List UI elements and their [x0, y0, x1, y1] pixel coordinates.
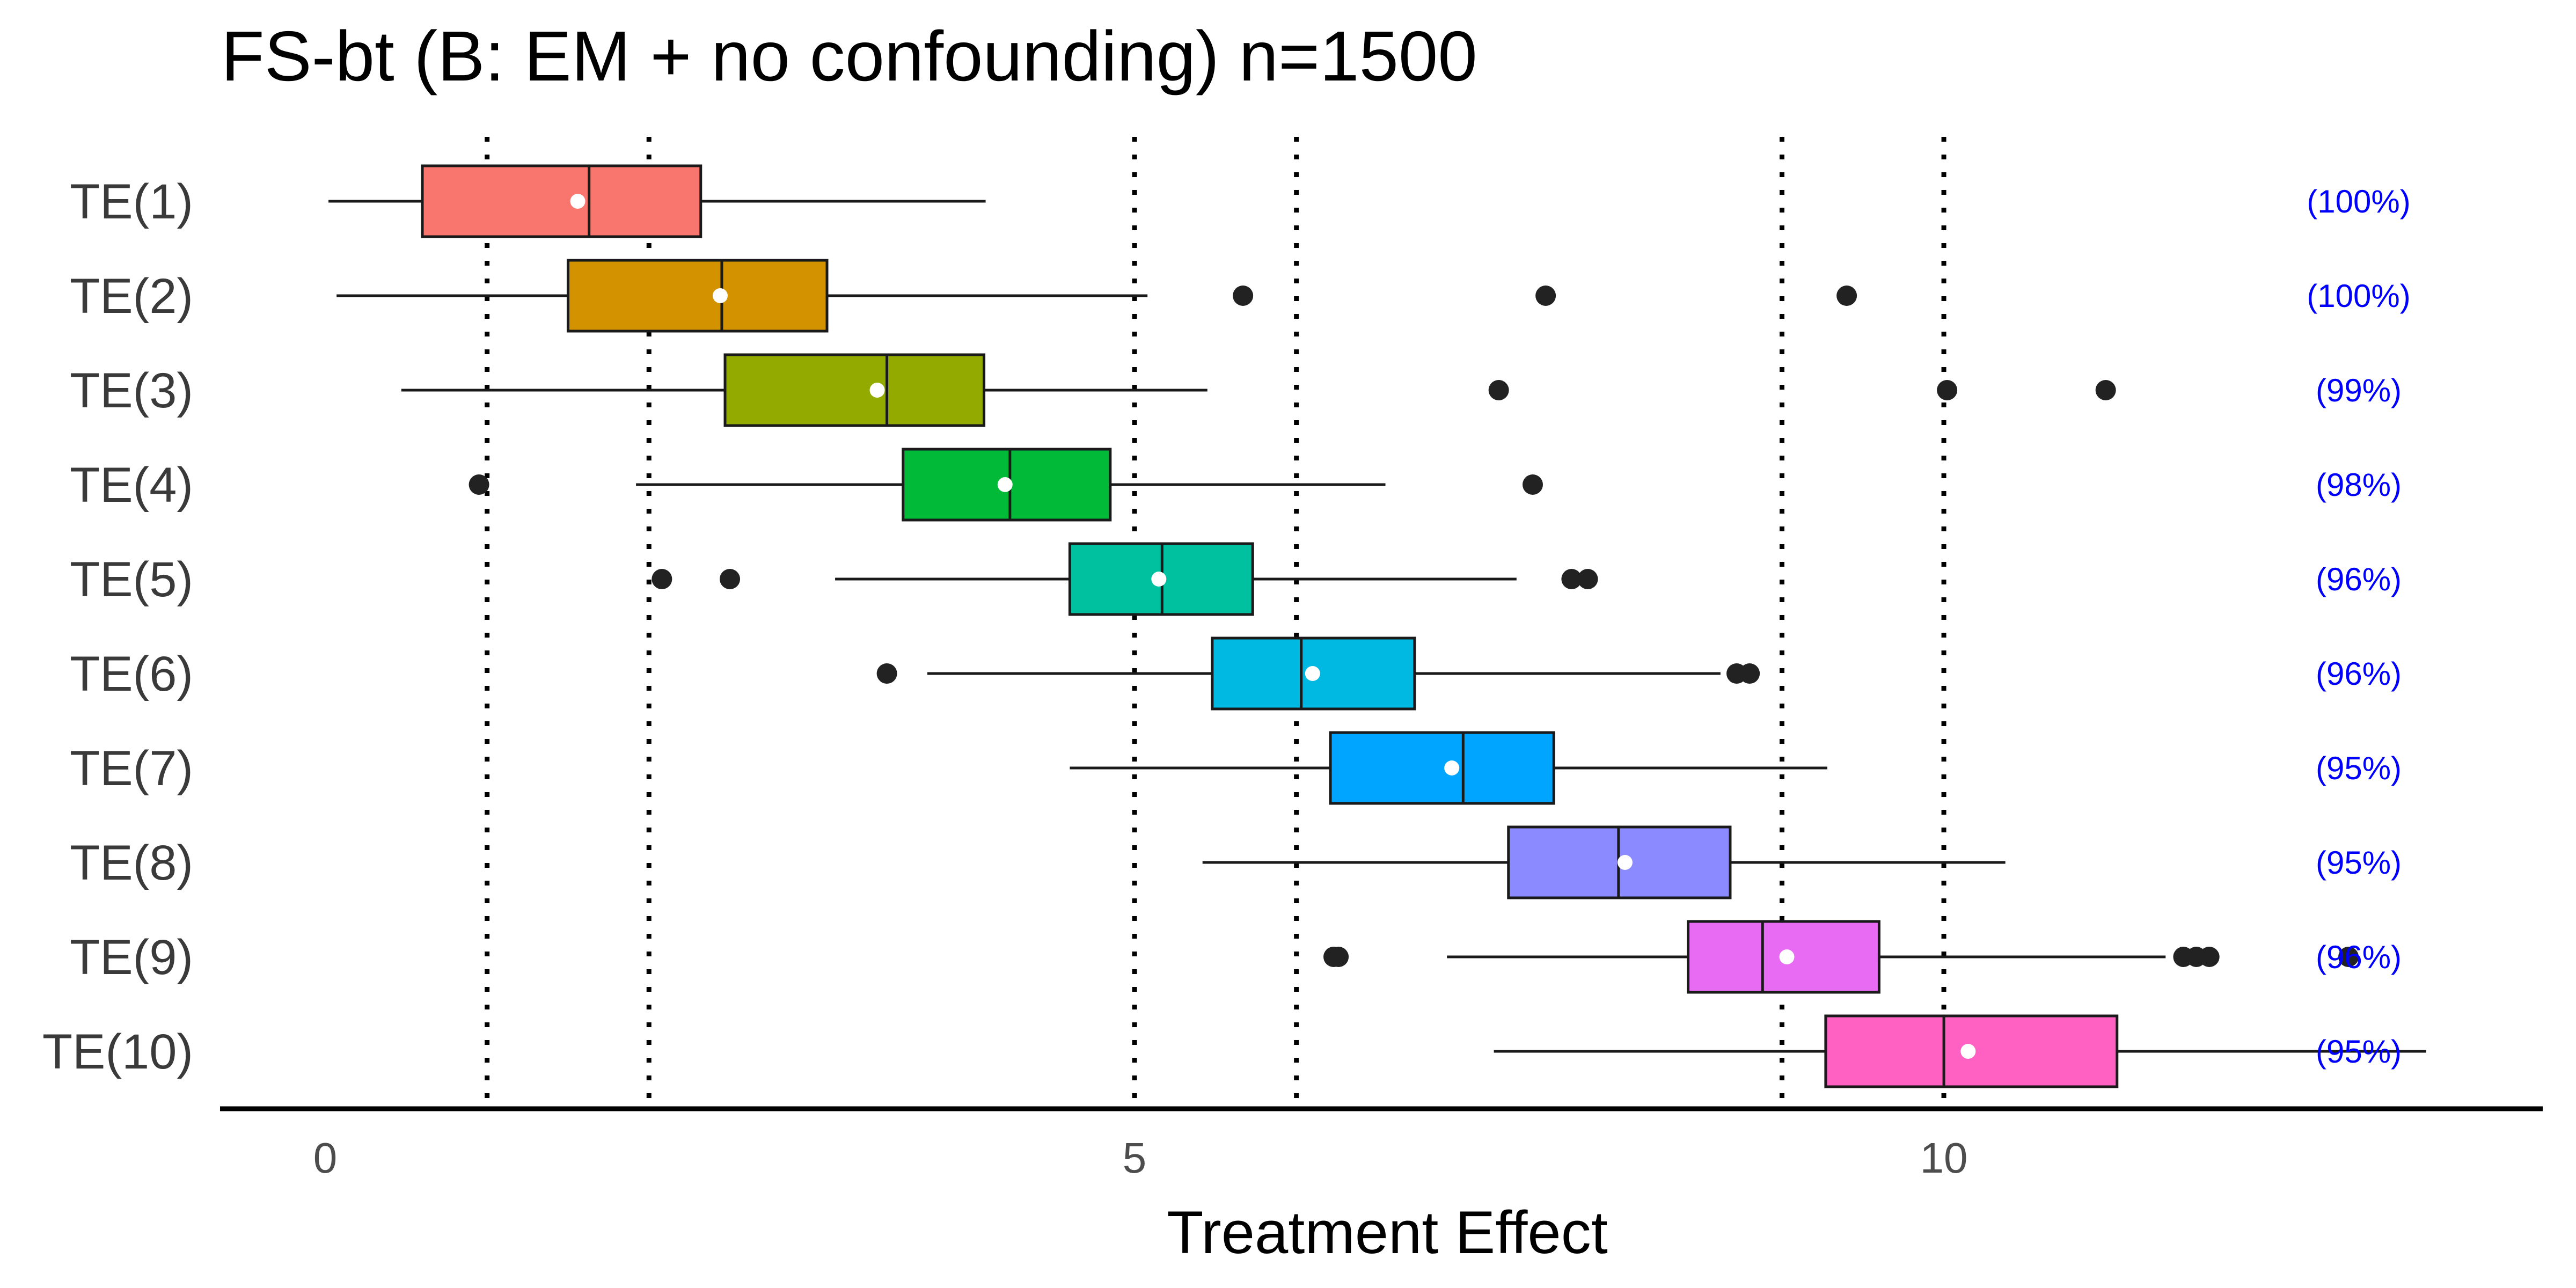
outlier-point [1561, 569, 1582, 589]
box-iqr [566, 259, 829, 333]
x-axis-ticks: 0 5 10 [313, 1134, 1968, 1182]
box-group-9 [1323, 920, 2359, 994]
mean-point [1444, 760, 1460, 775]
mean-point [1305, 666, 1320, 681]
x-tick-label-1: 5 [1123, 1134, 1147, 1182]
outlier-point [1739, 663, 1760, 684]
coverage-label-2: (100%) [2307, 278, 2410, 314]
box-group-4 [469, 448, 1543, 522]
y-label-10: TE(10) [42, 1024, 193, 1079]
box-group-5 [652, 542, 1598, 616]
y-label-8: TE(8) [70, 836, 193, 890]
box-group-3 [401, 353, 2116, 427]
chart-title: FS-bt (B: EM + no confounding) n=1500 [221, 17, 1477, 96]
box-iqr [723, 353, 986, 427]
y-label-7: TE(7) [70, 741, 193, 796]
boxes-layer [328, 164, 2426, 1088]
coverage-label-3: (99%) [2316, 372, 2402, 408]
box-group-6 [876, 636, 1760, 711]
outlier-point [2095, 380, 2116, 400]
mean-point [1779, 949, 1795, 964]
coverage-label-5: (96%) [2316, 561, 2402, 597]
y-axis-labels: TE(1) TE(2) TE(3) TE(4) TE(5) TE(6) TE(7) TE(8)… [42, 174, 193, 1079]
coverage-label-8: (95%) [2316, 845, 2402, 881]
outlier-point [876, 663, 897, 684]
coverage-label-1: (100%) [2307, 184, 2410, 219]
outlier-point [1522, 474, 1543, 495]
outlier-point [1328, 947, 1349, 967]
box-group-2 [336, 259, 1857, 333]
box-iqr [421, 164, 702, 238]
coverage-label-10: (95%) [2316, 1034, 2402, 1070]
box-iqr [1329, 731, 1555, 805]
outlier-point [469, 474, 489, 495]
y-label-6: TE(6) [70, 647, 193, 701]
mean-point [1960, 1044, 1976, 1059]
x-axis-title: Treatment Effect [1167, 1199, 1608, 1266]
box-group-10 [1494, 1014, 2426, 1088]
outlier-point [720, 569, 741, 589]
mean-point [712, 288, 728, 303]
mean-point [1617, 855, 1633, 870]
outlier-point [2199, 947, 2220, 967]
outlier-point [1937, 380, 1958, 400]
y-label-1: TE(1) [70, 174, 193, 229]
box-group-7 [1070, 731, 1827, 805]
mean-point [869, 383, 885, 398]
outlier-point [1836, 286, 1857, 306]
y-label-4: TE(4) [70, 458, 193, 513]
outlier-point [1233, 286, 1254, 306]
coverage-label-6: (96%) [2316, 656, 2402, 692]
y-label-5: TE(5) [70, 552, 193, 607]
coverage-label-9: (96%) [2316, 939, 2402, 975]
outlier-point [1535, 286, 1556, 306]
mean-point [997, 477, 1013, 492]
box-group-8 [1202, 825, 2006, 899]
y-label-3: TE(3) [70, 363, 193, 418]
coverage-label-7: (95%) [2316, 750, 2402, 786]
outlier-point [652, 569, 672, 589]
x-tick-label-2: 10 [1920, 1134, 1968, 1182]
outlier-point [1577, 569, 1598, 589]
y-label-2: TE(2) [70, 269, 193, 324]
y-label-9: TE(9) [70, 930, 193, 985]
coverage-labels: (100%) (100%) (99%) (98%) (96%) (96%) (95%) (95… [2307, 184, 2410, 1070]
box-group-1 [328, 164, 986, 238]
mean-point [570, 194, 586, 209]
coverage-label-4: (98%) [2316, 467, 2402, 503]
outlier-point [2338, 947, 2359, 967]
x-tick-label-0: 0 [313, 1134, 338, 1182]
outlier-point [1488, 380, 1509, 400]
mean-point [1151, 572, 1167, 587]
